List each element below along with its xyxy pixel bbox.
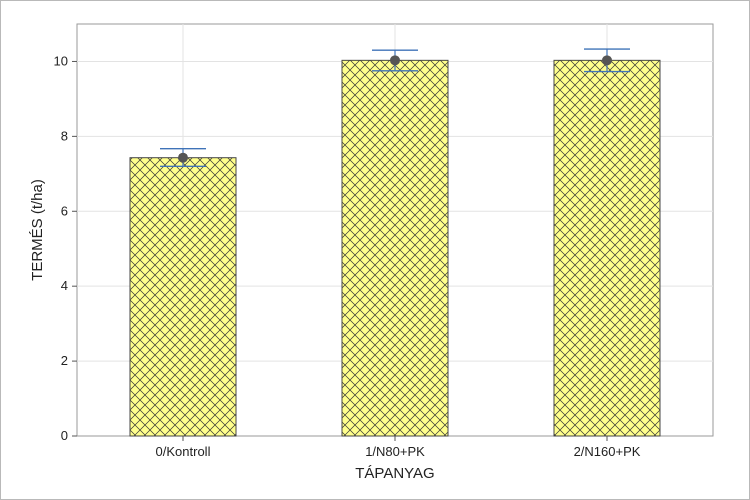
error-bars — [160, 48, 630, 168]
bar — [341, 59, 449, 437]
mean-marker — [390, 55, 400, 66]
y-axis: 0 2 4 6 8 10 — [54, 53, 77, 443]
x-tick-label: 1/N80+PK — [365, 444, 425, 459]
y-tick-label: 0 — [61, 428, 68, 443]
bars — [129, 59, 661, 437]
x-axis: 0/Kontroll 1/N80+PK 2/N160+PK — [156, 436, 641, 459]
y-axis-title: TERMÉS (t/ha) — [29, 179, 46, 281]
y-tick-label: 10 — [54, 53, 68, 68]
bar — [129, 157, 237, 437]
y-tick-label: 6 — [61, 203, 68, 218]
bar — [553, 59, 661, 437]
mean-marker — [178, 152, 188, 163]
x-axis-title: TÁPANYAG — [355, 465, 434, 482]
y-tick-label: 4 — [61, 278, 68, 293]
mean-marker — [602, 55, 612, 66]
x-tick-label: 2/N160+PK — [574, 444, 641, 459]
x-tick-label: 0/Kontroll — [156, 444, 211, 459]
y-tick-label: 2 — [61, 353, 68, 368]
y-tick-label: 8 — [61, 128, 68, 143]
